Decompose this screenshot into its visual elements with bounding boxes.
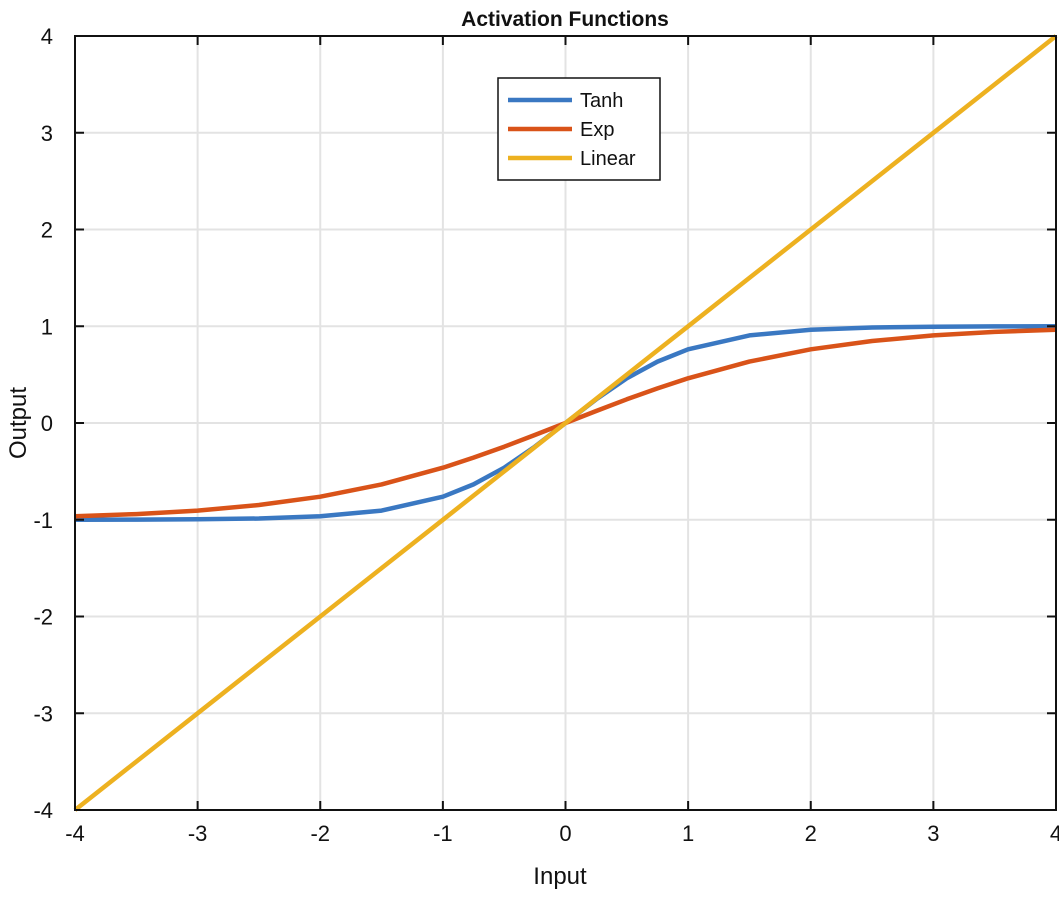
y-tick-label: 4 (41, 24, 53, 49)
legend-label-linear: Linear (580, 148, 636, 170)
chart-title: Activation Functions (461, 8, 669, 31)
x-tick-label: -2 (310, 821, 330, 846)
y-tick-label: 3 (41, 121, 53, 146)
x-tick-label: -1 (433, 821, 453, 846)
x-tick-label: -4 (65, 821, 85, 846)
y-tick-label: -1 (33, 508, 53, 533)
legend-label-exp: Exp (580, 119, 614, 141)
y-tick-label: 2 (41, 218, 53, 243)
x-tick-label: 0 (559, 821, 571, 846)
y-tick-label: 0 (41, 411, 53, 436)
x-axis-label: Input (533, 863, 587, 890)
y-tick-label: -2 (33, 605, 53, 630)
y-tick-label: -3 (33, 701, 53, 726)
legend: Tanh Exp Linear (497, 77, 661, 181)
legend-label-tanh: Tanh (580, 90, 623, 112)
y-tick-label: -4 (33, 798, 53, 823)
x-tick-label: 2 (805, 821, 817, 846)
y-tick-label: 1 (41, 314, 53, 339)
x-tick-label: -3 (188, 821, 208, 846)
series-lines (73, 34, 1058, 812)
x-tick-label: 4 (1050, 821, 1059, 846)
ticks: -4 -3 -2 -1 0 1 2 3 4 -4 -3 -2 -1 0 1 2 3 4 (33, 24, 1059, 846)
x-tick-label: 3 (927, 821, 939, 846)
y-axis-label: Output (5, 387, 32, 459)
x-tick-label: 1 (682, 821, 694, 846)
series-line-linear (73, 34, 1058, 812)
